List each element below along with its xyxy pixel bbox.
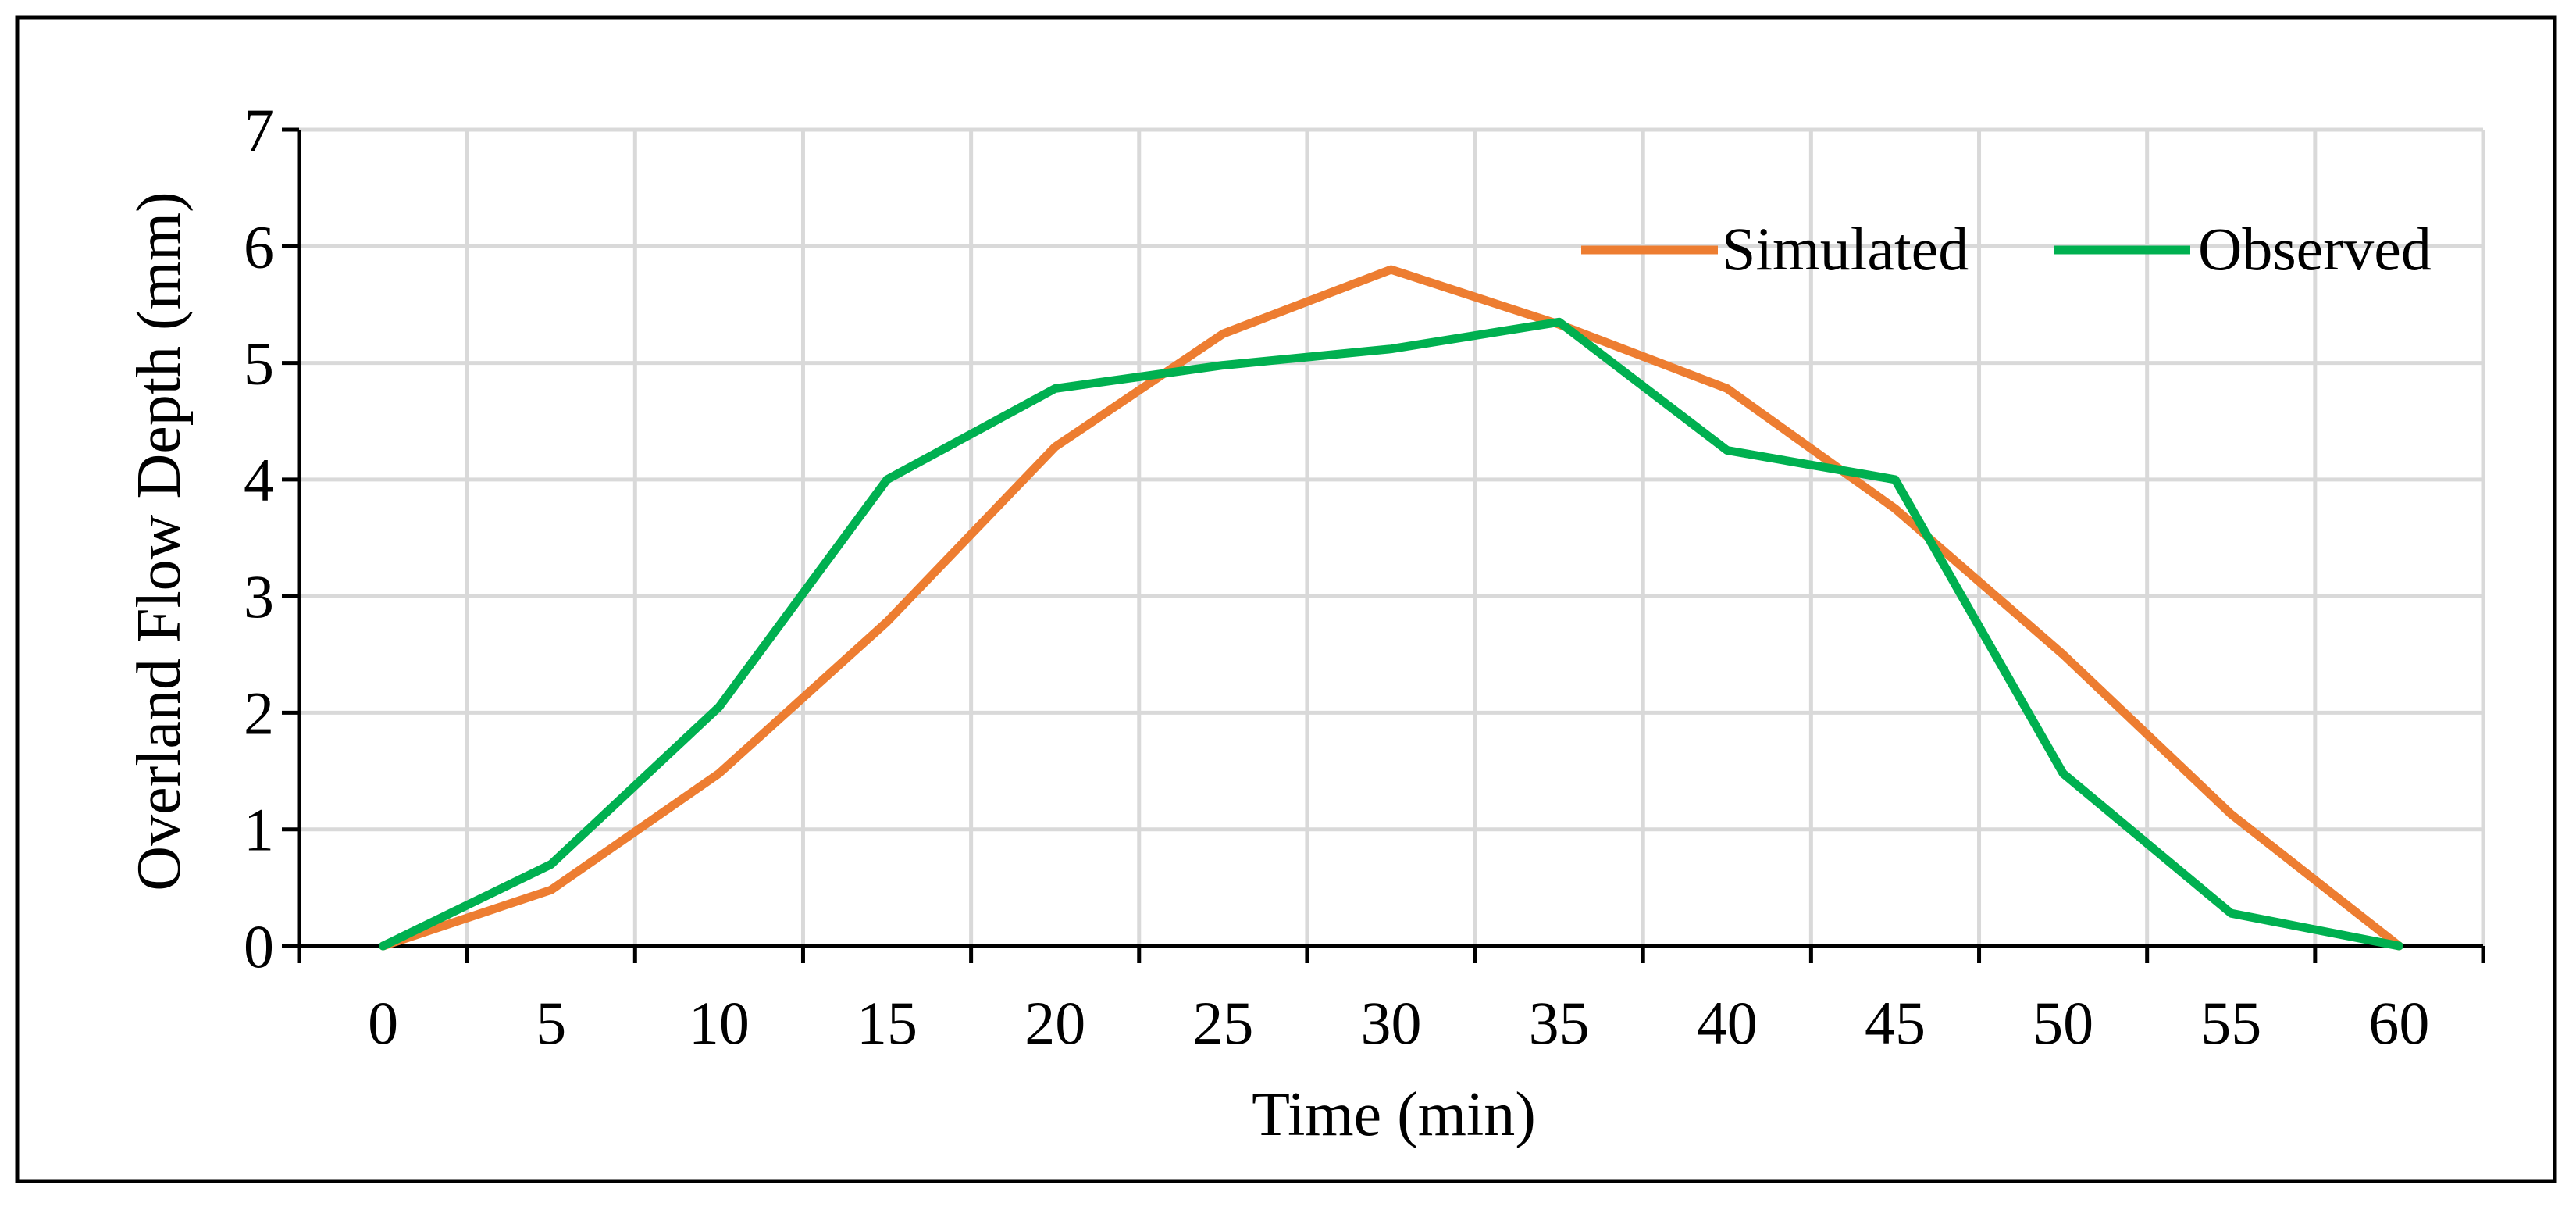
legend-label-simulated: Simulated: [1722, 215, 1969, 283]
legend: Simulated Observed: [1581, 215, 2432, 283]
y-tick-label: 5: [244, 330, 274, 398]
legend-item-observed: Observed: [2054, 215, 2432, 283]
x-tick-label: 25: [1192, 989, 1253, 1057]
y-tick-label: 3: [244, 562, 274, 630]
axes: [282, 127, 2485, 963]
y-tick-label: 0: [244, 912, 274, 980]
y-tick-label: 6: [244, 212, 274, 280]
x-tick-label: 5: [536, 989, 566, 1057]
x-tick-label: 40: [1697, 989, 1758, 1057]
y-tick-label: 1: [244, 796, 274, 864]
series-line-simulated: [379, 265, 2403, 951]
series-line-observed: [379, 317, 2403, 951]
legend-label-observed: Observed: [2198, 215, 2432, 283]
x-tick-label: 20: [1024, 989, 1085, 1057]
x-tick-label: 0: [368, 989, 398, 1057]
y-tick-label: 7: [244, 96, 274, 164]
x-tick-label: 30: [1361, 989, 1422, 1057]
x-tick-label: 50: [2033, 989, 2093, 1057]
x-tick-label: 15: [857, 989, 917, 1057]
x-tick-label: 45: [1865, 989, 1926, 1057]
chart-border: [15, 15, 2557, 1183]
y-axis-title: Overland Flow Depth (mm): [125, 191, 194, 891]
y-tick-label: 4: [244, 446, 274, 514]
x-axis-title: Time (min): [1252, 1080, 1536, 1149]
x-tick-label: 55: [2200, 989, 2261, 1057]
series-lines: [379, 265, 2403, 951]
x-tick-label: 60: [2368, 989, 2429, 1057]
legend-item-simulated: Simulated: [1581, 215, 1969, 283]
x-tick-label: 35: [1529, 989, 1590, 1057]
x-tick-label: 10: [689, 989, 750, 1057]
y-tick-label: 2: [244, 679, 274, 747]
